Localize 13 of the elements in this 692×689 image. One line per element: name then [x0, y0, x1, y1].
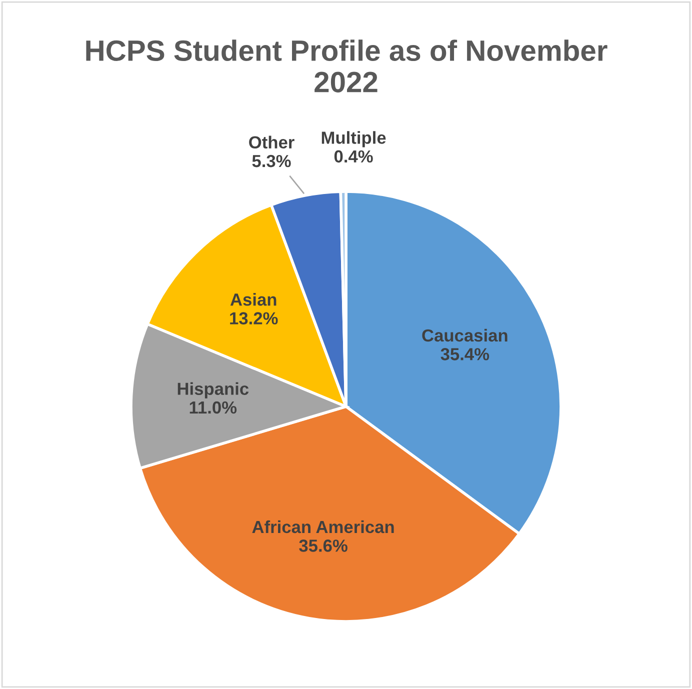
- data-label: 5.3%: [252, 154, 291, 168]
- chart-title: HCPS Student Profile as of November 2022: [86, 40, 608, 92]
- slice-label: Hispanic: [178, 382, 249, 398]
- data-label: 35.6%: [299, 540, 348, 552]
- data-label: 11.0%: [190, 401, 237, 414]
- data-label: 0.4%: [334, 150, 373, 163]
- slice-label: Asian: [230, 293, 276, 306]
- slice-label: Multiple: [322, 131, 386, 148]
- data-label: 35.4%: [440, 348, 490, 360]
- data-label: 13.2%: [230, 312, 278, 324]
- slice-label: Other: [249, 136, 294, 148]
- slice-label: African American: [252, 520, 394, 534]
- slice-label: Caucasian: [422, 328, 508, 342]
